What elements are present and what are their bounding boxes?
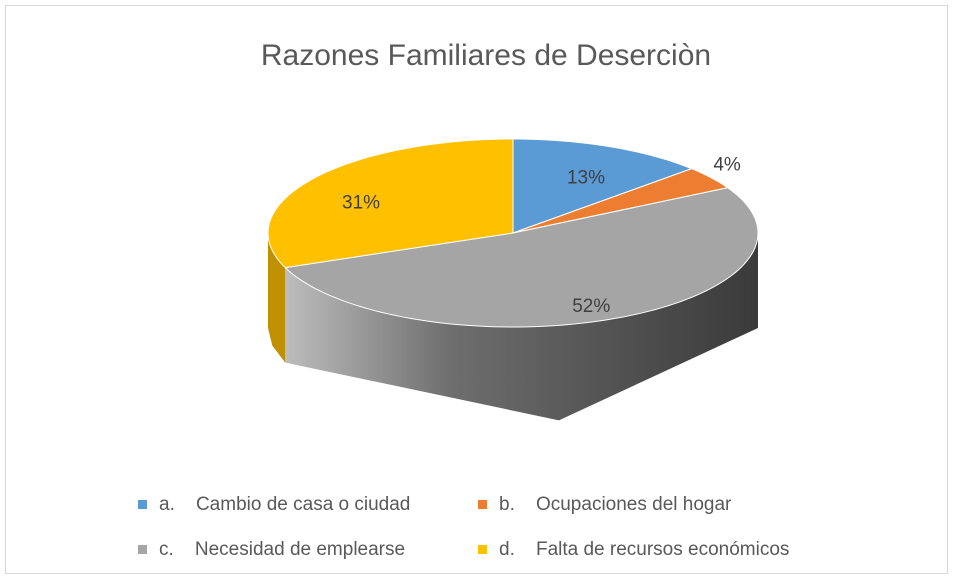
data-label: 31% xyxy=(342,192,380,213)
pie-slice xyxy=(512,168,729,234)
pie-slice xyxy=(512,138,694,234)
legend-label: a. Cambio de casa o ciudad xyxy=(159,494,410,515)
legend-label: c. Necesidad de emplearse xyxy=(159,539,405,560)
chart-title: Razones Familiares de Deserciòn xyxy=(261,39,711,72)
legend-label: d. Falta de recursos económicos xyxy=(499,539,789,560)
legend-swatch xyxy=(478,545,487,554)
legend-swatch xyxy=(138,545,147,554)
data-label: 13% xyxy=(567,167,605,188)
pie-slice xyxy=(267,138,514,269)
pie-side xyxy=(268,233,286,363)
data-label: 52% xyxy=(572,296,610,317)
pie-side xyxy=(285,233,758,421)
legend-label: b. Ocupaciones del hogar xyxy=(499,494,732,515)
legend-swatch xyxy=(138,500,147,509)
data-label: 4% xyxy=(713,154,741,175)
legend-swatch xyxy=(478,500,487,509)
pie-slice xyxy=(284,187,759,328)
